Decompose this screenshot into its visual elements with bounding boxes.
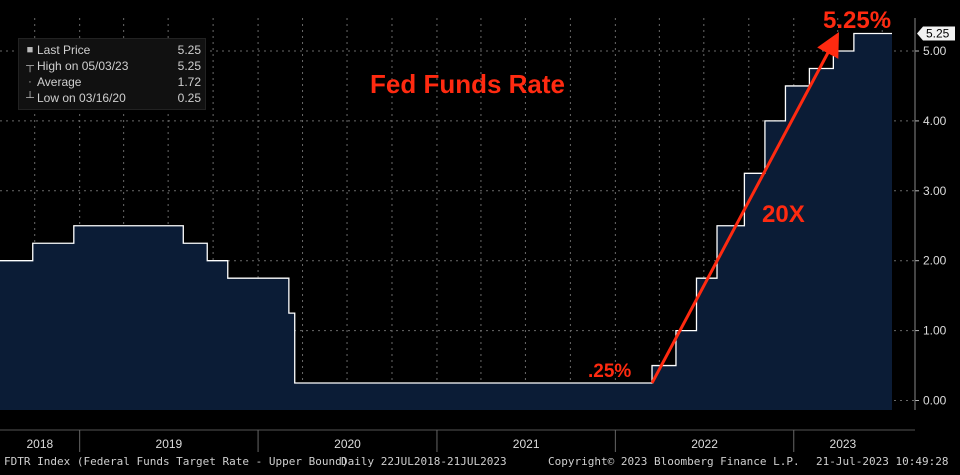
y-tick-label: 4.00 — [923, 114, 947, 128]
footer-bar: FDTR Index (Federal Funds Target Rate - … — [0, 452, 960, 470]
series-area — [0, 33, 892, 411]
y-tick-label: 5.00 — [923, 44, 947, 58]
legend-value: 5.25 — [177, 59, 201, 73]
legend-value: 5.25 — [177, 43, 201, 57]
legend-label: High on 05/03/23 — [37, 59, 129, 73]
x-tick-label: 2020 — [334, 437, 361, 451]
x-tick-label: 2023 — [830, 437, 857, 451]
legend-row-low: ┴ Low on 03/16/20 0.25 — [23, 90, 201, 106]
end-rate-label: 5.25% — [823, 7, 891, 34]
legend-label: Average — [37, 75, 82, 89]
x-tick-label: 2022 — [691, 437, 718, 451]
series-line — [0, 32, 892, 384]
start-rate-label: .25% — [588, 361, 631, 382]
y-tick-label: 2.00 — [923, 254, 947, 268]
x-tick-label: 2019 — [156, 437, 183, 451]
x-tick-label: 2018 — [26, 437, 53, 451]
footer-range: Daily 22JUL2018-21JUL2023 — [341, 455, 507, 468]
footer-index: FDTR Index (Federal Funds Target Rate - … — [4, 455, 349, 468]
y-tick-label: 3.00 — [923, 184, 947, 198]
legend-label: Low on 03/16/20 — [37, 91, 126, 105]
multiplier-label: 20X — [762, 201, 805, 228]
annotation-layer: Fed Funds Rate .25% 5.25% 20X — [370, 7, 891, 384]
axis-layer: 0.00 1.00 2.00 3.00 4.00 5.00 5.25 2018 2019 2020… — [0, 18, 955, 452]
area-layer — [0, 32, 892, 411]
chart-title: Fed Funds Rate — [370, 69, 565, 99]
growth-arrow — [650, 32, 839, 384]
y-tick-label: 1.00 — [923, 324, 947, 338]
last-value-label: 5.25 — [926, 27, 950, 41]
legend-row-last-price: ■ Last Price 5.25 — [23, 42, 201, 58]
legend-row-average: · Average 1.72 — [23, 74, 201, 90]
square-icon: ■ — [26, 44, 34, 56]
legend-row-high: ┬ High on 05/03/23 5.25 — [23, 58, 201, 74]
legend-value: 1.72 — [177, 75, 201, 89]
legend-label: Last Price — [37, 43, 91, 57]
average-marker-icon: · — [28, 76, 32, 88]
high-marker-icon: ┬ — [26, 60, 34, 72]
legend: ■ Last Price 5.25 ┬ High on 05/03/23 5.2… — [18, 38, 206, 110]
y-tick-label: 0.00 — [923, 394, 947, 408]
last-value-tag — [917, 26, 955, 41]
footer-timestamp: 21-Jul-2023 10:49:28 — [816, 455, 949, 468]
low-marker-icon: ┴ — [26, 92, 34, 104]
x-tick-label: 2021 — [513, 437, 540, 451]
footer-copyright: Copyright© 2023 Bloomberg Finance L.P. — [548, 455, 800, 468]
legend-value: 0.25 — [177, 91, 201, 105]
